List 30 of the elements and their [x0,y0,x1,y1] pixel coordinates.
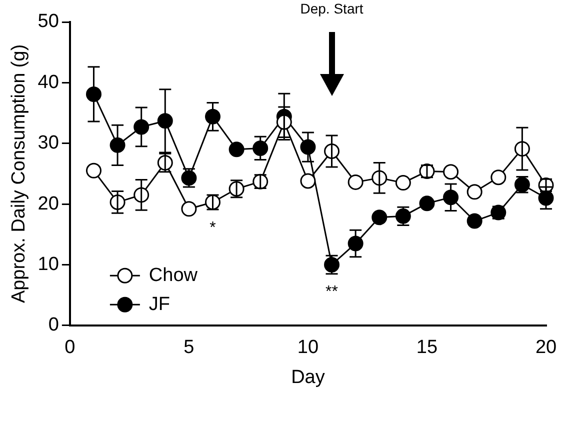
x-axis-title: Day [291,366,326,388]
annotation: ** [326,283,338,300]
point [372,210,388,226]
y-axis-title: Approx. Daily Consumption (g) [8,44,30,304]
point [348,174,364,190]
point [395,175,411,191]
x-tick-label: 5 [184,337,194,358]
point [490,170,506,186]
y-tick-label: 30 [38,132,59,154]
annotation: * [210,220,216,237]
point [466,213,482,229]
y-tick-label: 0 [48,314,59,336]
point [443,164,459,180]
x-tick-label: 15 [416,337,438,358]
x-tick-label: 0 [64,337,76,358]
legend-label: JF [148,294,170,315]
x-tick-label: 20 [535,337,557,358]
point [86,162,102,178]
y-tick-label: 40 [38,72,59,93]
text: Dep. Start [300,0,364,17]
point [419,196,435,212]
legend-label: Chow [148,264,198,286]
point [300,173,316,189]
y-tick-label: 50 [38,11,59,32]
point [181,201,197,217]
point [466,184,482,200]
point [228,142,244,158]
x-tick-label: 10 [297,337,319,358]
y-tick-label: 20 [38,193,59,214]
y-tick-label: 10 [38,254,59,275]
